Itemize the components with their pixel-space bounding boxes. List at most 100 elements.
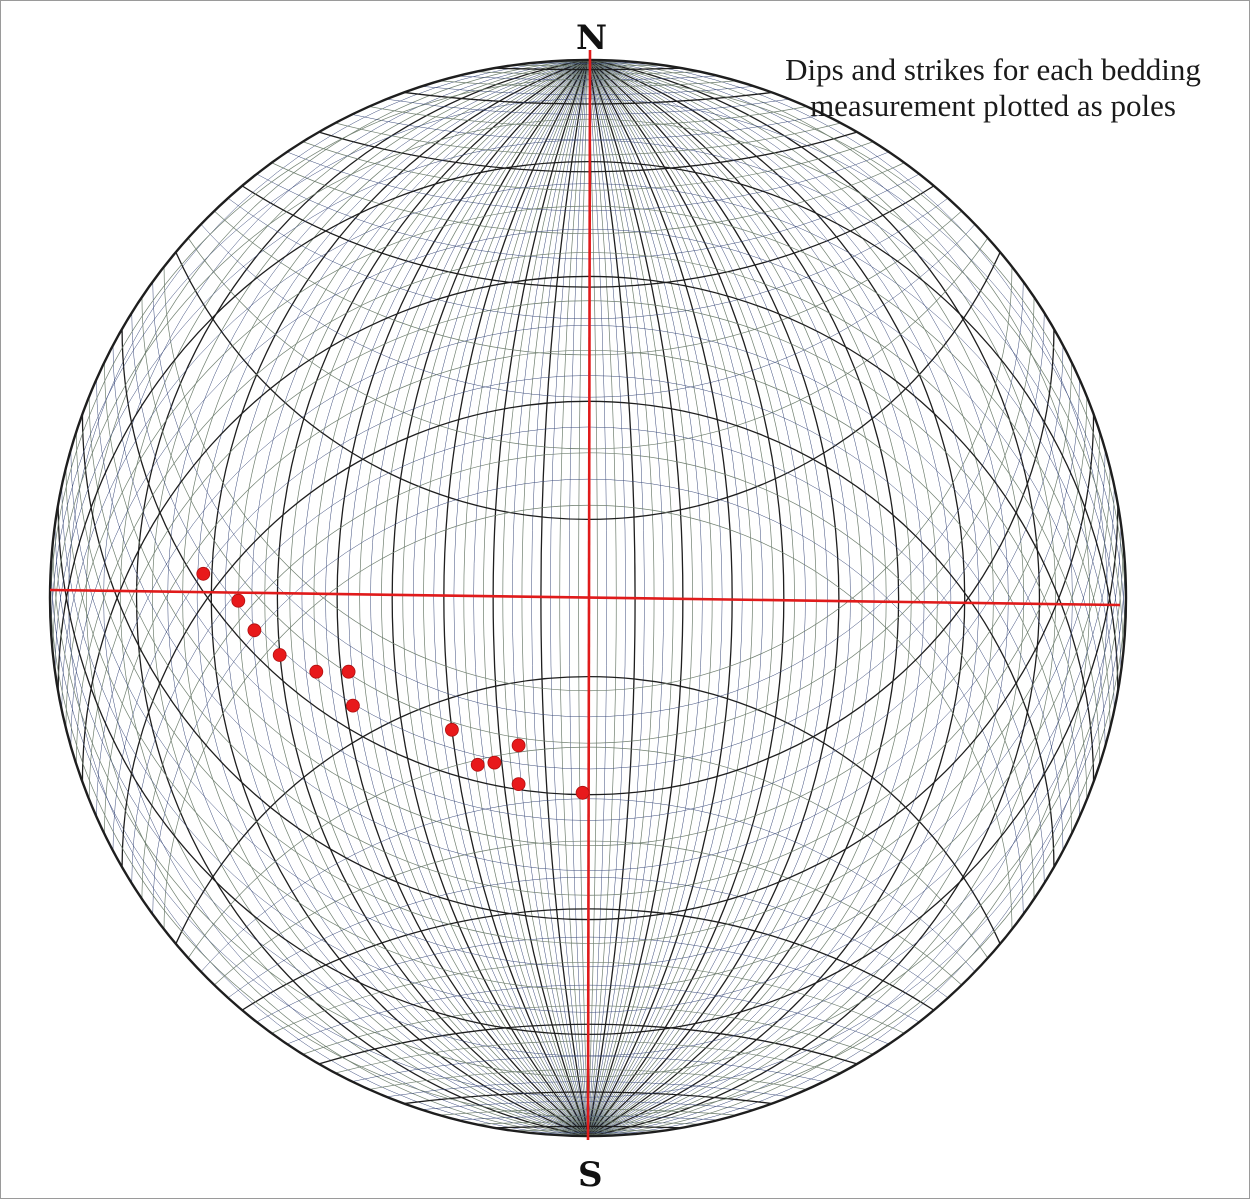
great-circle <box>587 59 733 1137</box>
small-circle <box>52 118 1124 655</box>
great-circle <box>587 59 980 1137</box>
great-circle <box>512 59 589 1137</box>
small-circle <box>369 106 807 127</box>
great-circle <box>423 59 589 1137</box>
small-circle <box>403 91 773 105</box>
great-circle <box>587 59 743 1137</box>
great-circle <box>103 59 589 1137</box>
great-circle <box>85 59 589 1137</box>
axes <box>49 49 1121 1141</box>
small-circle <box>75 252 1101 765</box>
great-circle <box>587 59 925 1137</box>
small-circle <box>271 162 905 234</box>
pole-point <box>511 738 526 753</box>
great-circle <box>587 59 817 1137</box>
great-circle <box>587 59 723 1137</box>
small-circle <box>335 122 841 156</box>
great-circle <box>587 59 764 1137</box>
great-circle <box>196 59 589 1137</box>
great-circle <box>521 59 589 1137</box>
north-label: N <box>576 18 608 58</box>
great-circle <box>587 59 994 1137</box>
chart-caption: Dips and strikes for each bedding measur… <box>785 52 1201 123</box>
great-circle <box>433 59 589 1137</box>
great-circle <box>348 59 589 1137</box>
small-circle <box>121 400 1055 868</box>
small-circle <box>49 78 1127 617</box>
pole-point <box>272 648 287 662</box>
great-circle <box>502 59 589 1137</box>
small-circle <box>214 210 962 356</box>
great-circle <box>381 59 589 1137</box>
great-circle <box>492 59 589 1137</box>
great-circle <box>587 59 887 1137</box>
great-circle <box>120 59 589 1137</box>
great-circle <box>473 59 589 1137</box>
pole-point <box>575 785 590 800</box>
pole-point <box>511 777 526 791</box>
pole-point <box>247 623 262 638</box>
pole-point <box>345 698 360 713</box>
great-circle <box>587 59 753 1137</box>
small-circle <box>61 183 1115 710</box>
small-circle <box>200 224 976 398</box>
small-circle <box>386 98 790 115</box>
great-circle <box>587 59 912 1137</box>
great-circle <box>587 59 851 1137</box>
great-circle <box>587 59 1056 1137</box>
small-circle <box>187 237 989 450</box>
north-south-axis <box>586 49 592 1141</box>
great-circle <box>182 59 589 1137</box>
great-circle <box>251 59 589 1137</box>
great-circle <box>587 59 1073 1137</box>
great-circle <box>276 59 589 1137</box>
small-circle <box>88 300 1088 800</box>
small-circle <box>70 228 1106 747</box>
great-circle <box>463 59 589 1137</box>
great-circle <box>483 59 589 1137</box>
great-circle <box>264 59 589 1137</box>
small-circle <box>131 426 1045 884</box>
great-circle <box>587 59 863 1137</box>
pole-point <box>487 755 502 770</box>
great-circle <box>587 59 828 1137</box>
great-circle <box>224 59 589 1137</box>
small-circle <box>476 71 700 75</box>
great-circle <box>453 59 589 1137</box>
small-circle <box>65 205 1111 729</box>
small-circle <box>57 161 1119 692</box>
great-circle <box>289 59 589 1137</box>
small-circle <box>439 80 737 87</box>
small-circle <box>51 98 1125 636</box>
small-circle <box>494 67 682 71</box>
great-circle <box>412 59 589 1137</box>
great-circle <box>587 59 774 1137</box>
small-circle <box>302 141 874 191</box>
small-circle <box>54 139 1122 673</box>
pole-points <box>196 566 590 800</box>
small-circle <box>96 325 1080 817</box>
great-circle <box>152 59 589 1137</box>
great-circle <box>359 59 589 1137</box>
great-circle <box>210 59 589 1137</box>
great-circle <box>587 59 938 1137</box>
great-circle <box>587 59 785 1137</box>
pole-point <box>470 757 485 772</box>
pole-point <box>231 593 246 608</box>
pole-point <box>196 566 211 581</box>
small-circle <box>457 75 719 81</box>
pole-point <box>341 664 356 679</box>
small-circle <box>318 131 858 173</box>
pole-point <box>309 664 324 679</box>
small-circle <box>227 197 949 320</box>
small-circle <box>421 86 755 95</box>
great-circle <box>587 59 806 1137</box>
great-circle <box>587 59 1024 1137</box>
great-circle <box>587 59 1091 1137</box>
great-circle <box>68 59 589 1137</box>
south-label: S <box>578 1155 603 1195</box>
pole-point <box>444 722 459 737</box>
small-circle <box>256 173 920 260</box>
great-circle <box>313 59 589 1137</box>
